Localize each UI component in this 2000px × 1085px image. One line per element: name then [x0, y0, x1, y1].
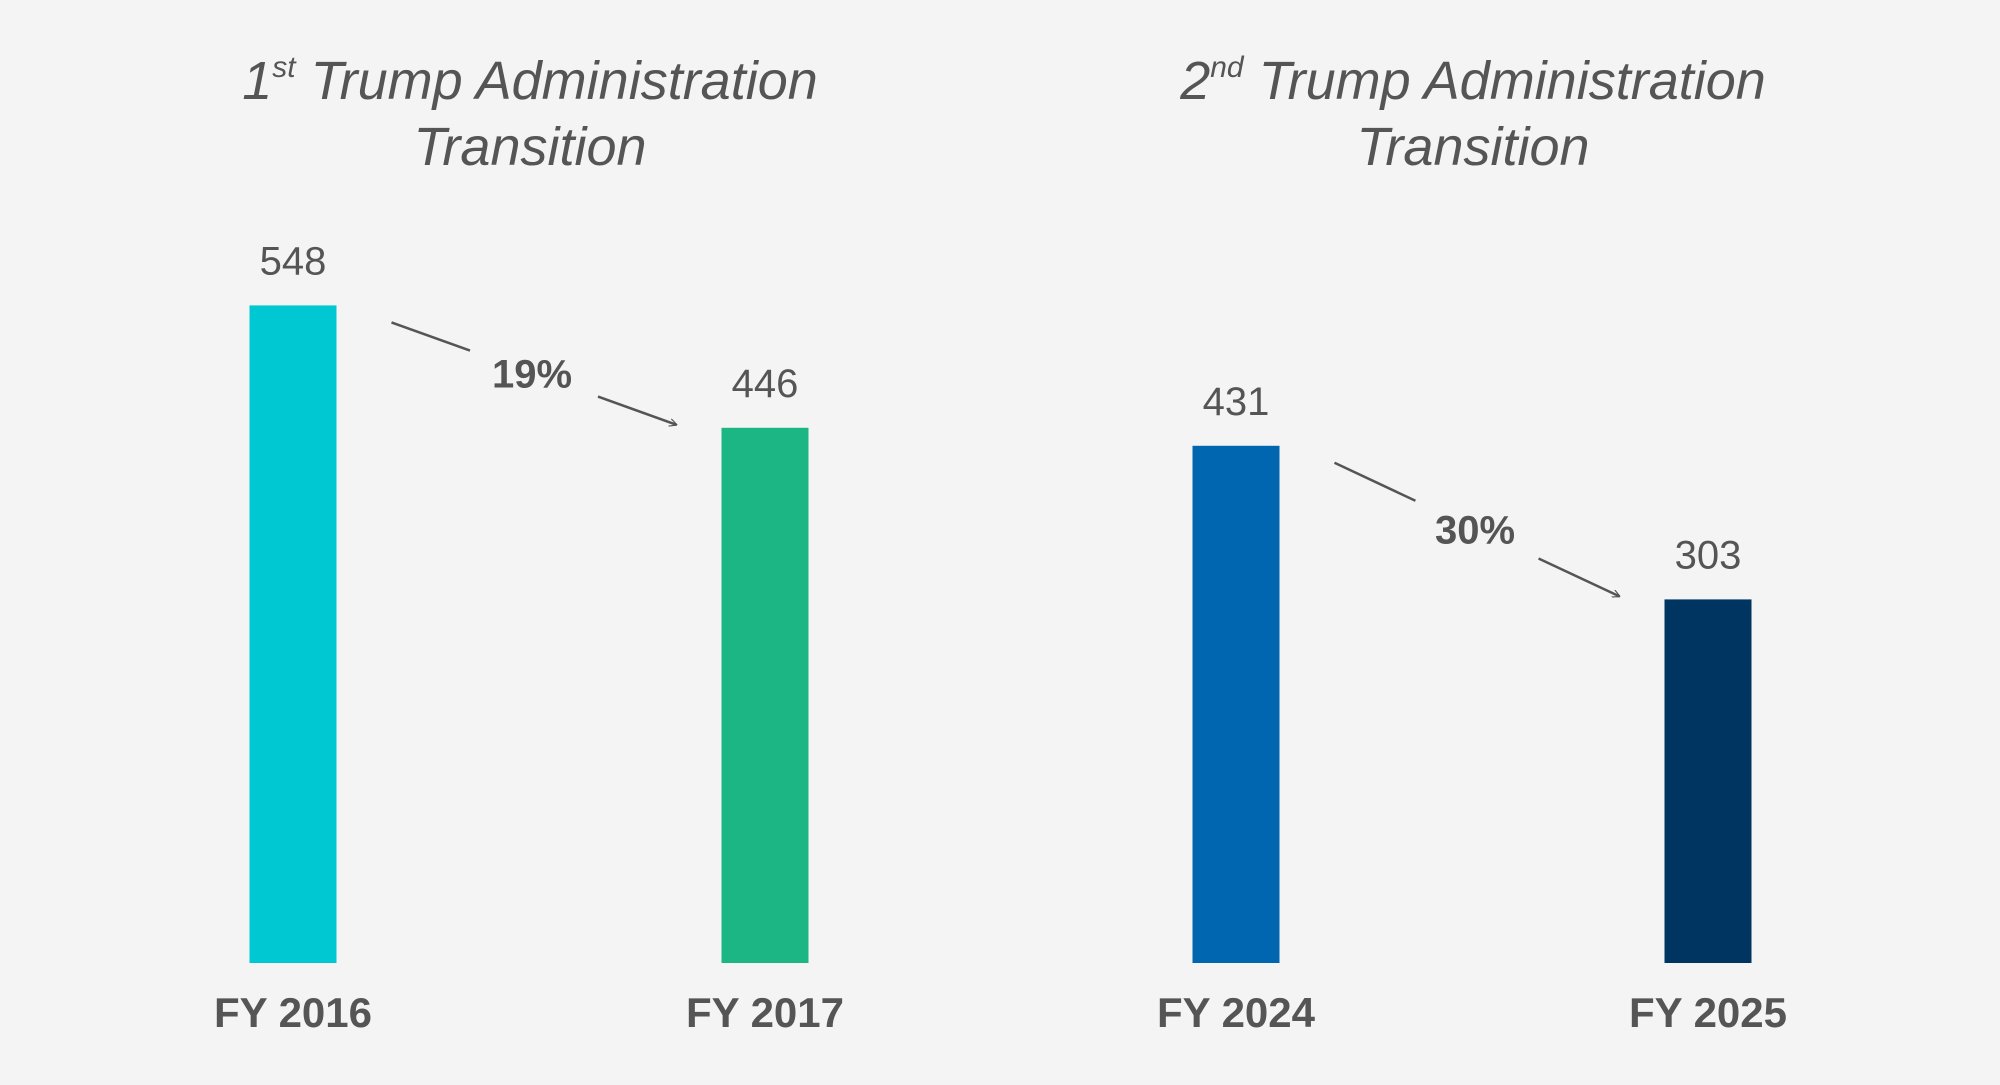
- bar-fy-2024: [1192, 445, 1280, 963]
- panel-2-title-text: Trump Administration: [1258, 51, 1766, 111]
- panel-2-ordinal-number: 2: [1180, 51, 1211, 111]
- percent-change-label: 19%: [492, 353, 572, 397]
- change-arrow-tail: [1333, 461, 1416, 502]
- panel-2-title: 2nd Trump Administration Transition: [1023, 48, 1923, 180]
- value-label: 431: [1203, 380, 1270, 424]
- value-label: 303: [1675, 533, 1742, 577]
- panel-1-title-text: Trump Administration: [310, 51, 818, 111]
- bar-fy-2017: [721, 427, 809, 963]
- category-label: FY 2017: [686, 989, 844, 1036]
- panel-2-ordinal-suffix: nd: [1210, 51, 1244, 84]
- panel-1-title-line-2: Transition: [413, 117, 647, 177]
- bar-fy-2016: [249, 305, 337, 963]
- percent-change-label: 30%: [1435, 509, 1515, 553]
- value-label: 446: [732, 362, 799, 406]
- value-label: 548: [260, 239, 327, 283]
- panel-1-title: 1st Trump Administration Transition: [80, 48, 980, 180]
- bar-fy-2025: [1664, 599, 1752, 963]
- panel-1-ordinal-number: 1: [242, 51, 273, 111]
- panel-2-title-line-1: 2nd Trump Administration: [1023, 48, 1923, 114]
- panel-1-title-line-1: 1st Trump Administration: [80, 48, 980, 114]
- category-label: FY 2024: [1157, 989, 1316, 1036]
- panel-2-title-line-2: Transition: [1356, 117, 1590, 177]
- change-arrow-tail: [391, 321, 471, 352]
- category-label: FY 2016: [214, 989, 372, 1036]
- change-arrow-head: [597, 395, 677, 425]
- category-label: FY 2025: [1629, 989, 1787, 1036]
- panel-1-ordinal-suffix: st: [272, 51, 296, 84]
- change-arrow-head: [1538, 557, 1620, 598]
